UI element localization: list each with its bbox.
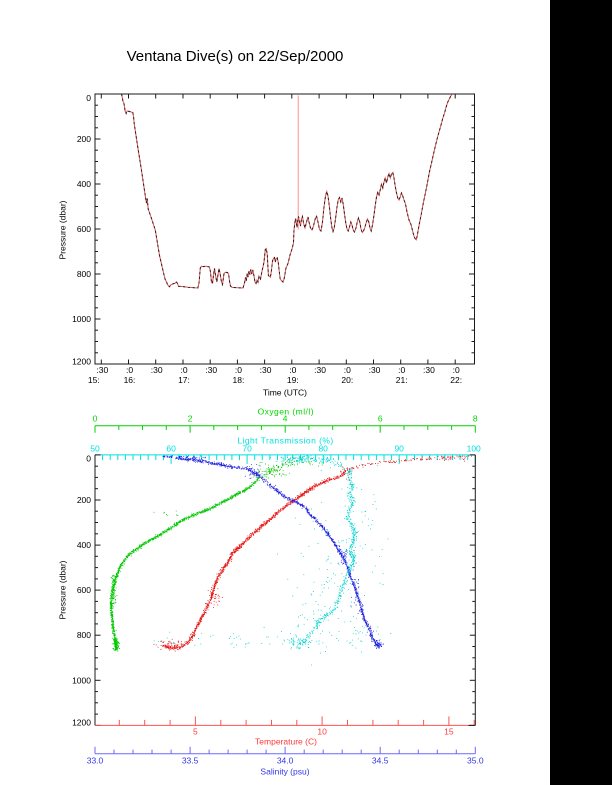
svg-text::0: :0 bbox=[398, 365, 405, 375]
svg-text:4: 4 bbox=[283, 414, 288, 424]
svg-text:8: 8 bbox=[473, 414, 478, 424]
svg-text:Pressure (dbar): Pressure (dbar) bbox=[58, 560, 68, 619]
svg-text:70: 70 bbox=[242, 444, 252, 454]
svg-text:6: 6 bbox=[378, 414, 383, 424]
svg-text:400: 400 bbox=[77, 179, 91, 189]
svg-text::0: :0 bbox=[235, 365, 242, 375]
svg-text::30: :30 bbox=[314, 365, 326, 375]
svg-text:35.0: 35.0 bbox=[467, 756, 484, 766]
svg-text:17:: 17: bbox=[178, 375, 190, 385]
svg-text::30: :30 bbox=[96, 365, 108, 375]
svg-text:600: 600 bbox=[77, 585, 91, 595]
svg-text::0: :0 bbox=[289, 365, 296, 375]
svg-text:10: 10 bbox=[317, 727, 327, 737]
svg-text:Time (UTC): Time (UTC) bbox=[263, 388, 307, 398]
svg-text:0: 0 bbox=[86, 453, 91, 463]
svg-text:0: 0 bbox=[86, 93, 91, 103]
svg-text:33.0: 33.0 bbox=[87, 756, 104, 766]
svg-text:800: 800 bbox=[77, 269, 91, 279]
svg-text:600: 600 bbox=[77, 224, 91, 234]
svg-text:Salinity (psu): Salinity (psu) bbox=[260, 767, 309, 777]
svg-text:1200: 1200 bbox=[72, 356, 91, 366]
svg-text::30: :30 bbox=[369, 365, 381, 375]
svg-text:19:: 19: bbox=[287, 375, 299, 385]
svg-text:15:: 15: bbox=[88, 375, 100, 385]
svg-text:Light Transmission (%): Light Transmission (%) bbox=[237, 436, 333, 446]
svg-text:200: 200 bbox=[77, 495, 91, 505]
svg-text:1000: 1000 bbox=[72, 314, 91, 324]
svg-text:33.5: 33.5 bbox=[182, 756, 199, 766]
svg-text:1200: 1200 bbox=[72, 718, 91, 728]
svg-text:15: 15 bbox=[444, 727, 454, 737]
svg-text:22:: 22: bbox=[450, 375, 462, 385]
svg-text:18:: 18: bbox=[232, 375, 244, 385]
svg-text:21:: 21: bbox=[396, 375, 408, 385]
svg-text::30: :30 bbox=[205, 365, 217, 375]
svg-text::0: :0 bbox=[180, 365, 187, 375]
svg-text::0: :0 bbox=[126, 365, 133, 375]
svg-text::0: :0 bbox=[344, 365, 351, 375]
svg-text:0: 0 bbox=[93, 414, 98, 424]
svg-text:400: 400 bbox=[77, 540, 91, 550]
svg-text:60: 60 bbox=[166, 444, 176, 454]
svg-text:20:: 20: bbox=[341, 375, 353, 385]
svg-text:Oxygen (ml/l): Oxygen (ml/l) bbox=[258, 407, 314, 417]
svg-text:34.5: 34.5 bbox=[372, 756, 389, 766]
svg-text:200: 200 bbox=[77, 134, 91, 144]
svg-text:5: 5 bbox=[193, 727, 198, 737]
svg-text:50: 50 bbox=[90, 444, 100, 454]
svg-text::30: :30 bbox=[260, 365, 272, 375]
svg-text:100: 100 bbox=[467, 444, 481, 454]
svg-text:Ventana Dive(s) on 22/Sep/2000: Ventana Dive(s) on 22/Sep/2000 bbox=[127, 48, 344, 65]
svg-text:Temperature (C): Temperature (C) bbox=[255, 736, 317, 746]
svg-text:1000: 1000 bbox=[72, 675, 91, 685]
svg-text:16:: 16: bbox=[124, 375, 136, 385]
svg-text:800: 800 bbox=[77, 630, 91, 640]
svg-text::30: :30 bbox=[151, 365, 163, 375]
svg-text:Pressure (dbar): Pressure (dbar) bbox=[58, 200, 68, 259]
svg-text:34.0: 34.0 bbox=[277, 756, 294, 766]
svg-text:80: 80 bbox=[318, 444, 328, 454]
svg-text::0: :0 bbox=[453, 365, 460, 375]
svg-text:90: 90 bbox=[394, 444, 404, 454]
svg-text::30: :30 bbox=[423, 365, 435, 375]
svg-text:2: 2 bbox=[188, 414, 193, 424]
